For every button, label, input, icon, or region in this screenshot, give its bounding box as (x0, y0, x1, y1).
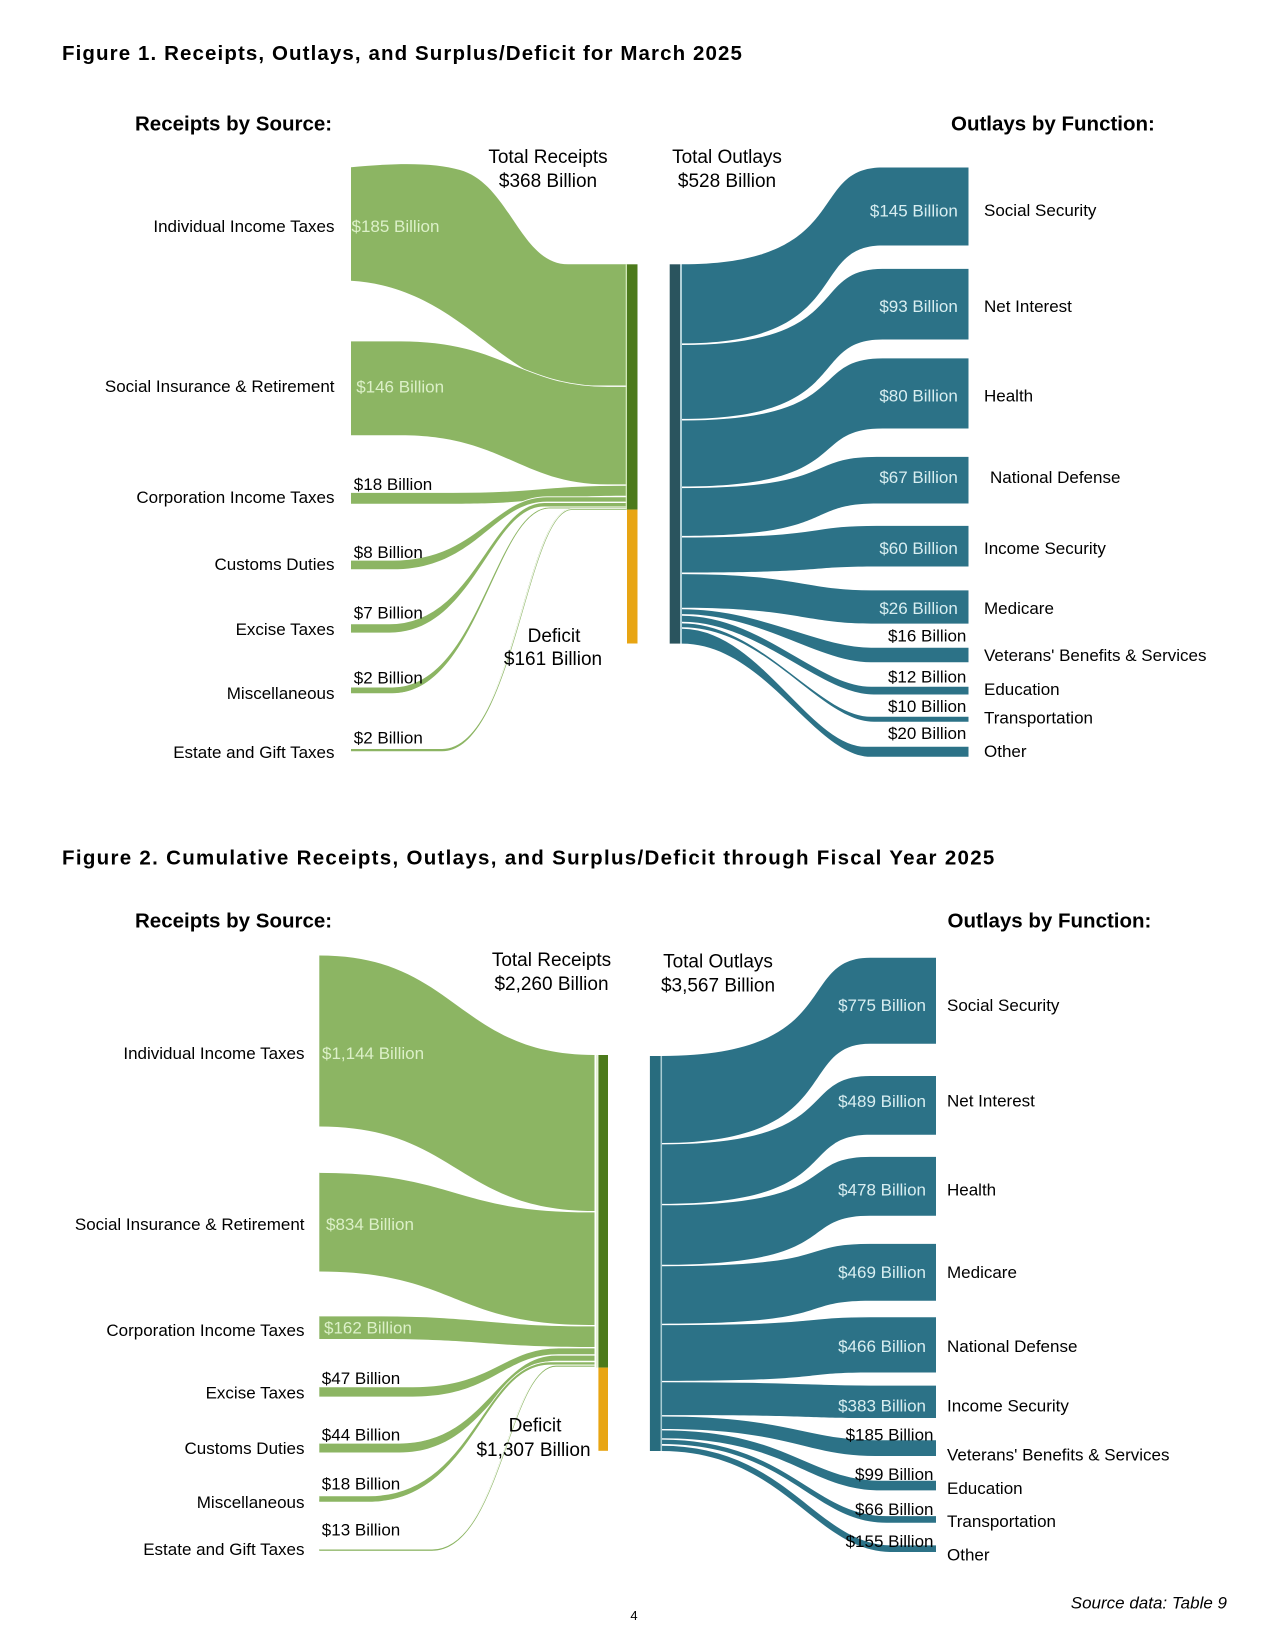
svg-text:$146 Billion: $146 Billion (356, 377, 444, 396)
svg-text:$466 Billion: $466 Billion (838, 1337, 926, 1356)
svg-text:$13 Billion: $13 Billion (322, 1521, 400, 1540)
svg-text:Medicare: Medicare (984, 599, 1054, 618)
svg-text:$834 Billion: $834 Billion (326, 1215, 414, 1234)
svg-text:$67 Billion: $67 Billion (879, 468, 957, 487)
svg-text:$368 Billion: $368 Billion (499, 171, 597, 192)
svg-text:$1,307 Billion: $1,307 Billion (476, 1440, 590, 1461)
svg-text:Total Outlays: Total Outlays (663, 952, 773, 973)
svg-text:$8 Billion: $8 Billion (354, 543, 423, 562)
svg-text:$155 Billion: $155 Billion (846, 1532, 934, 1551)
svg-text:Total Outlays: Total Outlays (672, 147, 782, 168)
svg-text:$478 Billion: $478 Billion (838, 1181, 926, 1200)
svg-text:$489 Billion: $489 Billion (838, 1092, 926, 1111)
svg-text:Other: Other (947, 1546, 990, 1565)
svg-text:4: 4 (630, 1608, 637, 1623)
svg-text:Medicare: Medicare (947, 1263, 1017, 1282)
svg-text:$162 Billion: $162 Billion (324, 1319, 412, 1338)
svg-text:$10 Billion: $10 Billion (888, 697, 966, 716)
svg-text:Health: Health (947, 1181, 996, 1200)
svg-text:$66 Billion: $66 Billion (855, 1500, 933, 1519)
svg-text:$528 Billion: $528 Billion (678, 171, 776, 192)
svg-text:$99 Billion: $99 Billion (855, 1465, 933, 1484)
svg-text:Net Interest: Net Interest (947, 1091, 1035, 1110)
svg-text:Customs Duties: Customs Duties (185, 1439, 305, 1458)
svg-text:National Defense: National Defense (947, 1337, 1077, 1356)
svg-text:Excise Taxes: Excise Taxes (236, 620, 335, 639)
svg-text:Corporation Income Taxes: Corporation Income Taxes (106, 1321, 304, 1340)
svg-text:$383 Billion: $383 Billion (838, 1397, 926, 1416)
svg-text:$60 Billion: $60 Billion (879, 539, 957, 558)
svg-text:Excise Taxes: Excise Taxes (206, 1384, 305, 1403)
svg-text:Social Security: Social Security (947, 996, 1060, 1015)
svg-text:Veterans' Benefits & Services: Veterans' Benefits & Services (984, 646, 1206, 665)
svg-text:$93 Billion: $93 Billion (879, 297, 957, 316)
svg-text:Education: Education (984, 680, 1060, 699)
svg-text:Deficit: Deficit (509, 1416, 563, 1437)
svg-text:Customs Duties: Customs Duties (215, 555, 335, 574)
svg-text:$18 Billion: $18 Billion (354, 475, 432, 494)
svg-text:$161 Billion: $161 Billion (504, 649, 602, 670)
svg-text:Education: Education (947, 1479, 1023, 1498)
svg-text:$12 Billion: $12 Billion (888, 667, 966, 686)
svg-text:$185 Billion: $185 Billion (352, 217, 440, 236)
svg-text:$469 Billion: $469 Billion (838, 1263, 926, 1282)
svg-text:$80 Billion: $80 Billion (879, 387, 957, 406)
svg-text:Miscellaneous: Miscellaneous (197, 1493, 305, 1512)
svg-text:Health: Health (984, 387, 1033, 406)
svg-text:Social Security: Social Security (984, 201, 1097, 220)
svg-text:Deficit: Deficit (528, 626, 582, 647)
svg-text:Receipts by Source:: Receipts by Source: (135, 910, 332, 933)
svg-text:Other: Other (984, 742, 1027, 761)
svg-text:$44 Billion: $44 Billion (322, 1426, 400, 1445)
svg-text:Total Receipts: Total Receipts (488, 147, 607, 168)
svg-text:Outlays by Function:: Outlays by Function: (951, 113, 1155, 136)
svg-text:Transportation: Transportation (984, 709, 1093, 728)
svg-text:Miscellaneous: Miscellaneous (227, 684, 335, 703)
svg-text:Figure 1. Receipts, Outlays, a: Figure 1. Receipts, Outlays, and Surplus… (62, 42, 743, 65)
svg-text:Outlays by Function:: Outlays by Function: (948, 910, 1152, 933)
svg-text:$2 Billion: $2 Billion (354, 669, 423, 688)
svg-text:$145 Billion: $145 Billion (870, 202, 958, 221)
svg-text:$20 Billion: $20 Billion (888, 724, 966, 743)
svg-text:Receipts by Source:: Receipts by Source: (135, 113, 332, 136)
svg-text:Source data: Table 9: Source data: Table 9 (1071, 1594, 1228, 1613)
svg-text:$2,260 Billion: $2,260 Billion (494, 974, 608, 995)
svg-text:Total Receipts: Total Receipts (492, 950, 611, 971)
svg-text:Veterans' Benefits & Services: Veterans' Benefits & Services (947, 1446, 1169, 1465)
svg-text:$7 Billion: $7 Billion (354, 604, 423, 623)
svg-text:Income Security: Income Security (984, 539, 1106, 558)
svg-text:Corporation Income Taxes: Corporation Income Taxes (136, 488, 334, 507)
svg-text:$47 Billion: $47 Billion (322, 1369, 400, 1388)
svg-text:Estate and Gift Taxes: Estate and Gift Taxes (173, 743, 334, 762)
svg-text:$16 Billion: $16 Billion (888, 626, 966, 645)
svg-text:$775 Billion: $775 Billion (838, 996, 926, 1015)
svg-text:Transportation: Transportation (947, 1512, 1056, 1531)
svg-text:$26 Billion: $26 Billion (879, 599, 957, 618)
svg-text:Net Interest: Net Interest (984, 297, 1072, 316)
svg-text:$18 Billion: $18 Billion (322, 1475, 400, 1494)
svg-text:$1,144 Billion: $1,144 Billion (322, 1044, 424, 1063)
svg-text:Individual Income Taxes: Individual Income Taxes (123, 1044, 304, 1063)
svg-text:$2 Billion: $2 Billion (354, 728, 423, 747)
svg-text:National Defense: National Defense (990, 468, 1120, 487)
svg-text:Income Security: Income Security (947, 1397, 1069, 1416)
svg-text:Figure 2. Cumulative Receipts,: Figure 2. Cumulative Receipts, Outlays, … (62, 847, 996, 870)
svg-text:Social Insurance & Retirement: Social Insurance & Retirement (75, 1215, 305, 1234)
svg-text:Individual Income Taxes: Individual Income Taxes (153, 217, 334, 236)
svg-text:$3,567 Billion: $3,567 Billion (661, 976, 775, 997)
svg-text:Social Insurance & Retirement: Social Insurance & Retirement (105, 377, 335, 396)
svg-text:$185 Billion: $185 Billion (846, 1425, 934, 1444)
svg-text:Estate and Gift Taxes: Estate and Gift Taxes (143, 1540, 304, 1559)
